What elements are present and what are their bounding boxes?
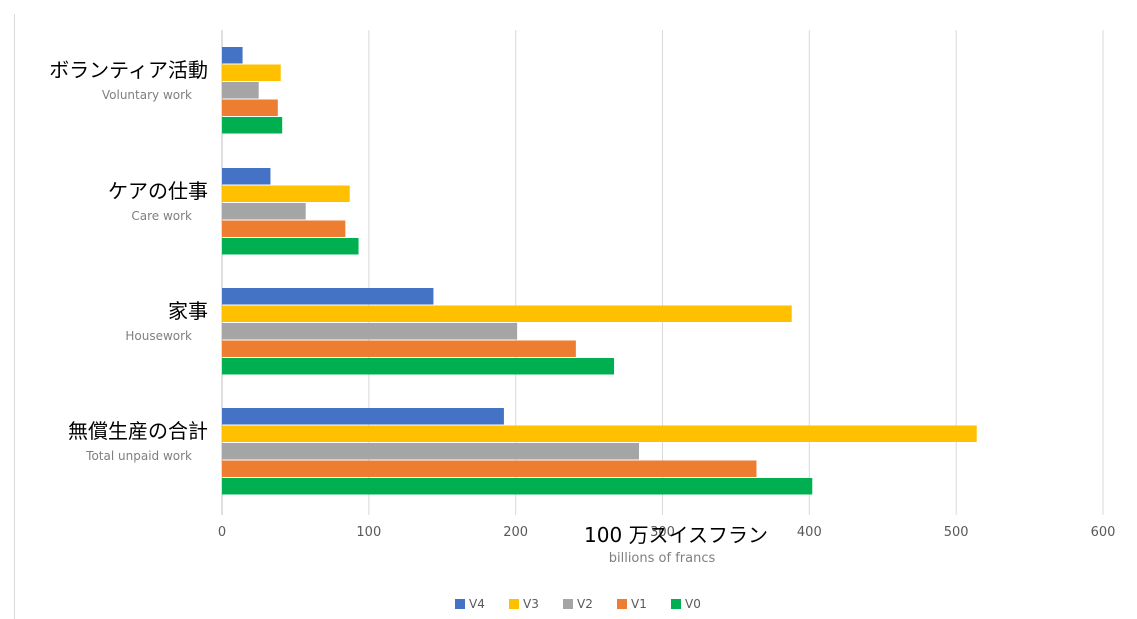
bar-v2 <box>222 323 518 340</box>
bar-v0 <box>222 478 813 495</box>
x-tick-label: 0 <box>218 525 226 540</box>
legend-swatch-v2 <box>563 599 573 609</box>
bar-v1 <box>222 340 576 357</box>
bar-v3 <box>222 185 350 202</box>
bar-v3 <box>222 64 281 81</box>
legend-label-v3: V3 <box>523 597 539 611</box>
bar-v4 <box>222 408 504 425</box>
legend-swatch-v3 <box>509 599 519 609</box>
x-tick-label: 300 <box>650 525 675 540</box>
category-label-ja: ケアの仕事 <box>108 179 208 203</box>
bar-v0 <box>222 358 615 375</box>
legend-swatch-v1 <box>617 599 627 609</box>
bar-v2 <box>222 443 640 460</box>
x-tick-label: 400 <box>797 525 822 540</box>
bar-v1 <box>222 99 278 116</box>
category-label-ja: 無償生産の合計 <box>68 419 208 443</box>
bar-v4 <box>222 168 271 185</box>
bar-v2 <box>222 82 259 99</box>
category-label-ja: 家事 <box>168 299 208 323</box>
bar-v4 <box>222 288 434 305</box>
category-label-ja: ボランティア活動 <box>49 58 208 82</box>
category-label-en: Voluntary work <box>102 88 192 102</box>
bar-v1 <box>222 460 757 477</box>
category-label-en: Care work <box>131 209 192 223</box>
bar-v2 <box>222 203 306 220</box>
bar-v3 <box>222 425 977 442</box>
category-label-en: Housework <box>125 329 192 343</box>
legend-label-v1: V1 <box>631 597 647 611</box>
bar-v1 <box>222 220 346 237</box>
legend-swatch-v0 <box>671 599 681 609</box>
x-tick-label: 600 <box>1091 525 1116 540</box>
category-label-en: Total unpaid work <box>85 449 192 463</box>
x-axis-title-en: billions of francs <box>609 551 716 566</box>
bar-v0 <box>222 117 283 134</box>
bar-v3 <box>222 305 792 322</box>
bar-v0 <box>222 238 359 255</box>
x-axis-title-ja: 100 万スイスフラン <box>584 523 768 547</box>
x-tick-label: 100 <box>356 525 381 540</box>
legend-swatch-v4 <box>455 599 465 609</box>
bar-v4 <box>222 47 243 64</box>
x-tick-label: 200 <box>503 525 528 540</box>
legend-label-v2: V2 <box>577 597 593 611</box>
chart-frame-edge <box>14 14 15 619</box>
legend-label-v0: V0 <box>685 597 701 611</box>
legend-label-v4: V4 <box>469 597 485 611</box>
x-tick-label: 500 <box>944 525 969 540</box>
